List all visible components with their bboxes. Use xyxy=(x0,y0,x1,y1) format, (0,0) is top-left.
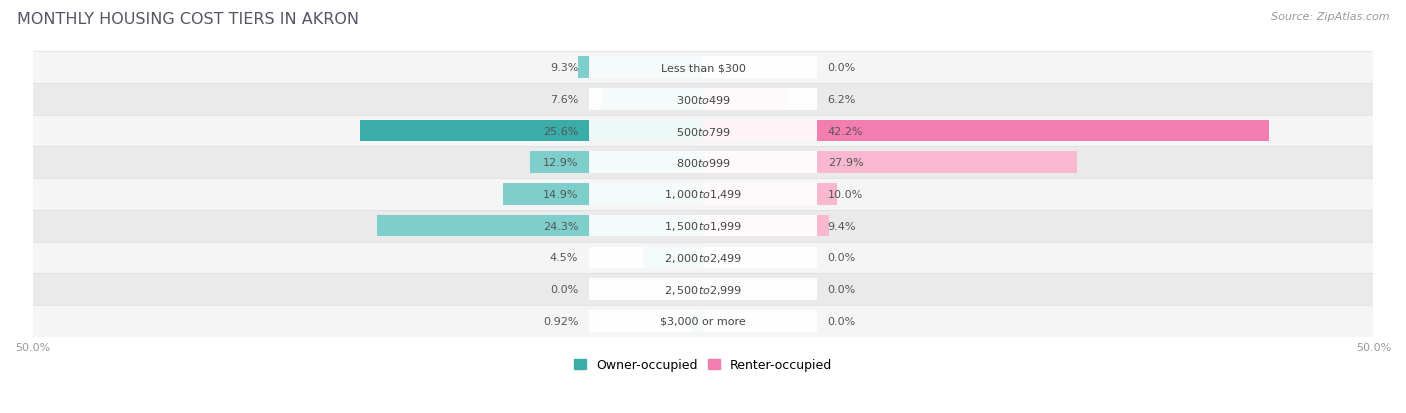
Text: Less than $300: Less than $300 xyxy=(661,63,745,73)
Text: $2,000 to $2,499: $2,000 to $2,499 xyxy=(664,251,742,264)
Text: 12.9%: 12.9% xyxy=(543,158,578,168)
Text: $1,000 to $1,499: $1,000 to $1,499 xyxy=(664,188,742,201)
Text: 25.6%: 25.6% xyxy=(543,126,578,136)
Bar xyxy=(32,115,1374,147)
Bar xyxy=(32,305,1374,337)
Bar xyxy=(589,279,817,300)
Bar xyxy=(690,310,703,332)
Bar xyxy=(589,57,817,79)
Bar xyxy=(32,52,1374,84)
Bar xyxy=(530,152,703,173)
Text: MONTHLY HOUSING COST TIERS IN AKRON: MONTHLY HOUSING COST TIERS IN AKRON xyxy=(17,12,359,27)
Text: 7.6%: 7.6% xyxy=(550,95,578,104)
Bar xyxy=(32,210,1374,242)
Bar xyxy=(32,84,1374,115)
Bar xyxy=(703,121,1268,142)
Text: $3,000 or more: $3,000 or more xyxy=(661,316,745,326)
Text: 24.3%: 24.3% xyxy=(543,221,578,231)
Text: 0.0%: 0.0% xyxy=(828,63,856,73)
Bar xyxy=(589,216,817,237)
Text: 27.9%: 27.9% xyxy=(828,158,863,168)
Text: 0.0%: 0.0% xyxy=(828,253,856,263)
Bar xyxy=(377,216,703,237)
Text: Source: ZipAtlas.com: Source: ZipAtlas.com xyxy=(1271,12,1389,22)
Bar xyxy=(589,184,817,205)
Text: 0.0%: 0.0% xyxy=(828,316,856,326)
Text: 14.9%: 14.9% xyxy=(543,190,578,199)
Text: $2,500 to $2,999: $2,500 to $2,999 xyxy=(664,283,742,296)
Bar xyxy=(360,121,703,142)
Text: 10.0%: 10.0% xyxy=(828,190,863,199)
Text: 42.2%: 42.2% xyxy=(828,126,863,136)
Text: 0.0%: 0.0% xyxy=(828,285,856,294)
Bar xyxy=(643,247,703,268)
Bar xyxy=(703,89,786,110)
Bar xyxy=(32,242,1374,273)
Legend: Owner-occupied, Renter-occupied: Owner-occupied, Renter-occupied xyxy=(568,353,838,376)
Bar xyxy=(589,89,817,110)
Bar xyxy=(703,184,837,205)
Text: 0.92%: 0.92% xyxy=(543,316,578,326)
Bar xyxy=(578,57,703,79)
Text: $800 to $999: $800 to $999 xyxy=(675,157,731,169)
Text: 9.4%: 9.4% xyxy=(828,221,856,231)
Bar xyxy=(589,152,817,173)
Bar xyxy=(703,216,830,237)
Bar xyxy=(703,152,1077,173)
Text: 6.2%: 6.2% xyxy=(828,95,856,104)
Text: 9.3%: 9.3% xyxy=(550,63,578,73)
Bar xyxy=(589,310,817,332)
Bar xyxy=(589,247,817,268)
Bar xyxy=(503,184,703,205)
Bar xyxy=(32,273,1374,305)
Text: $500 to $799: $500 to $799 xyxy=(675,125,731,137)
Bar xyxy=(589,121,817,142)
Text: $1,500 to $1,999: $1,500 to $1,999 xyxy=(664,220,742,233)
Text: 0.0%: 0.0% xyxy=(550,285,578,294)
Bar xyxy=(32,147,1374,179)
Bar xyxy=(602,89,703,110)
Bar xyxy=(32,179,1374,210)
Text: $300 to $499: $300 to $499 xyxy=(675,94,731,106)
Text: 4.5%: 4.5% xyxy=(550,253,578,263)
